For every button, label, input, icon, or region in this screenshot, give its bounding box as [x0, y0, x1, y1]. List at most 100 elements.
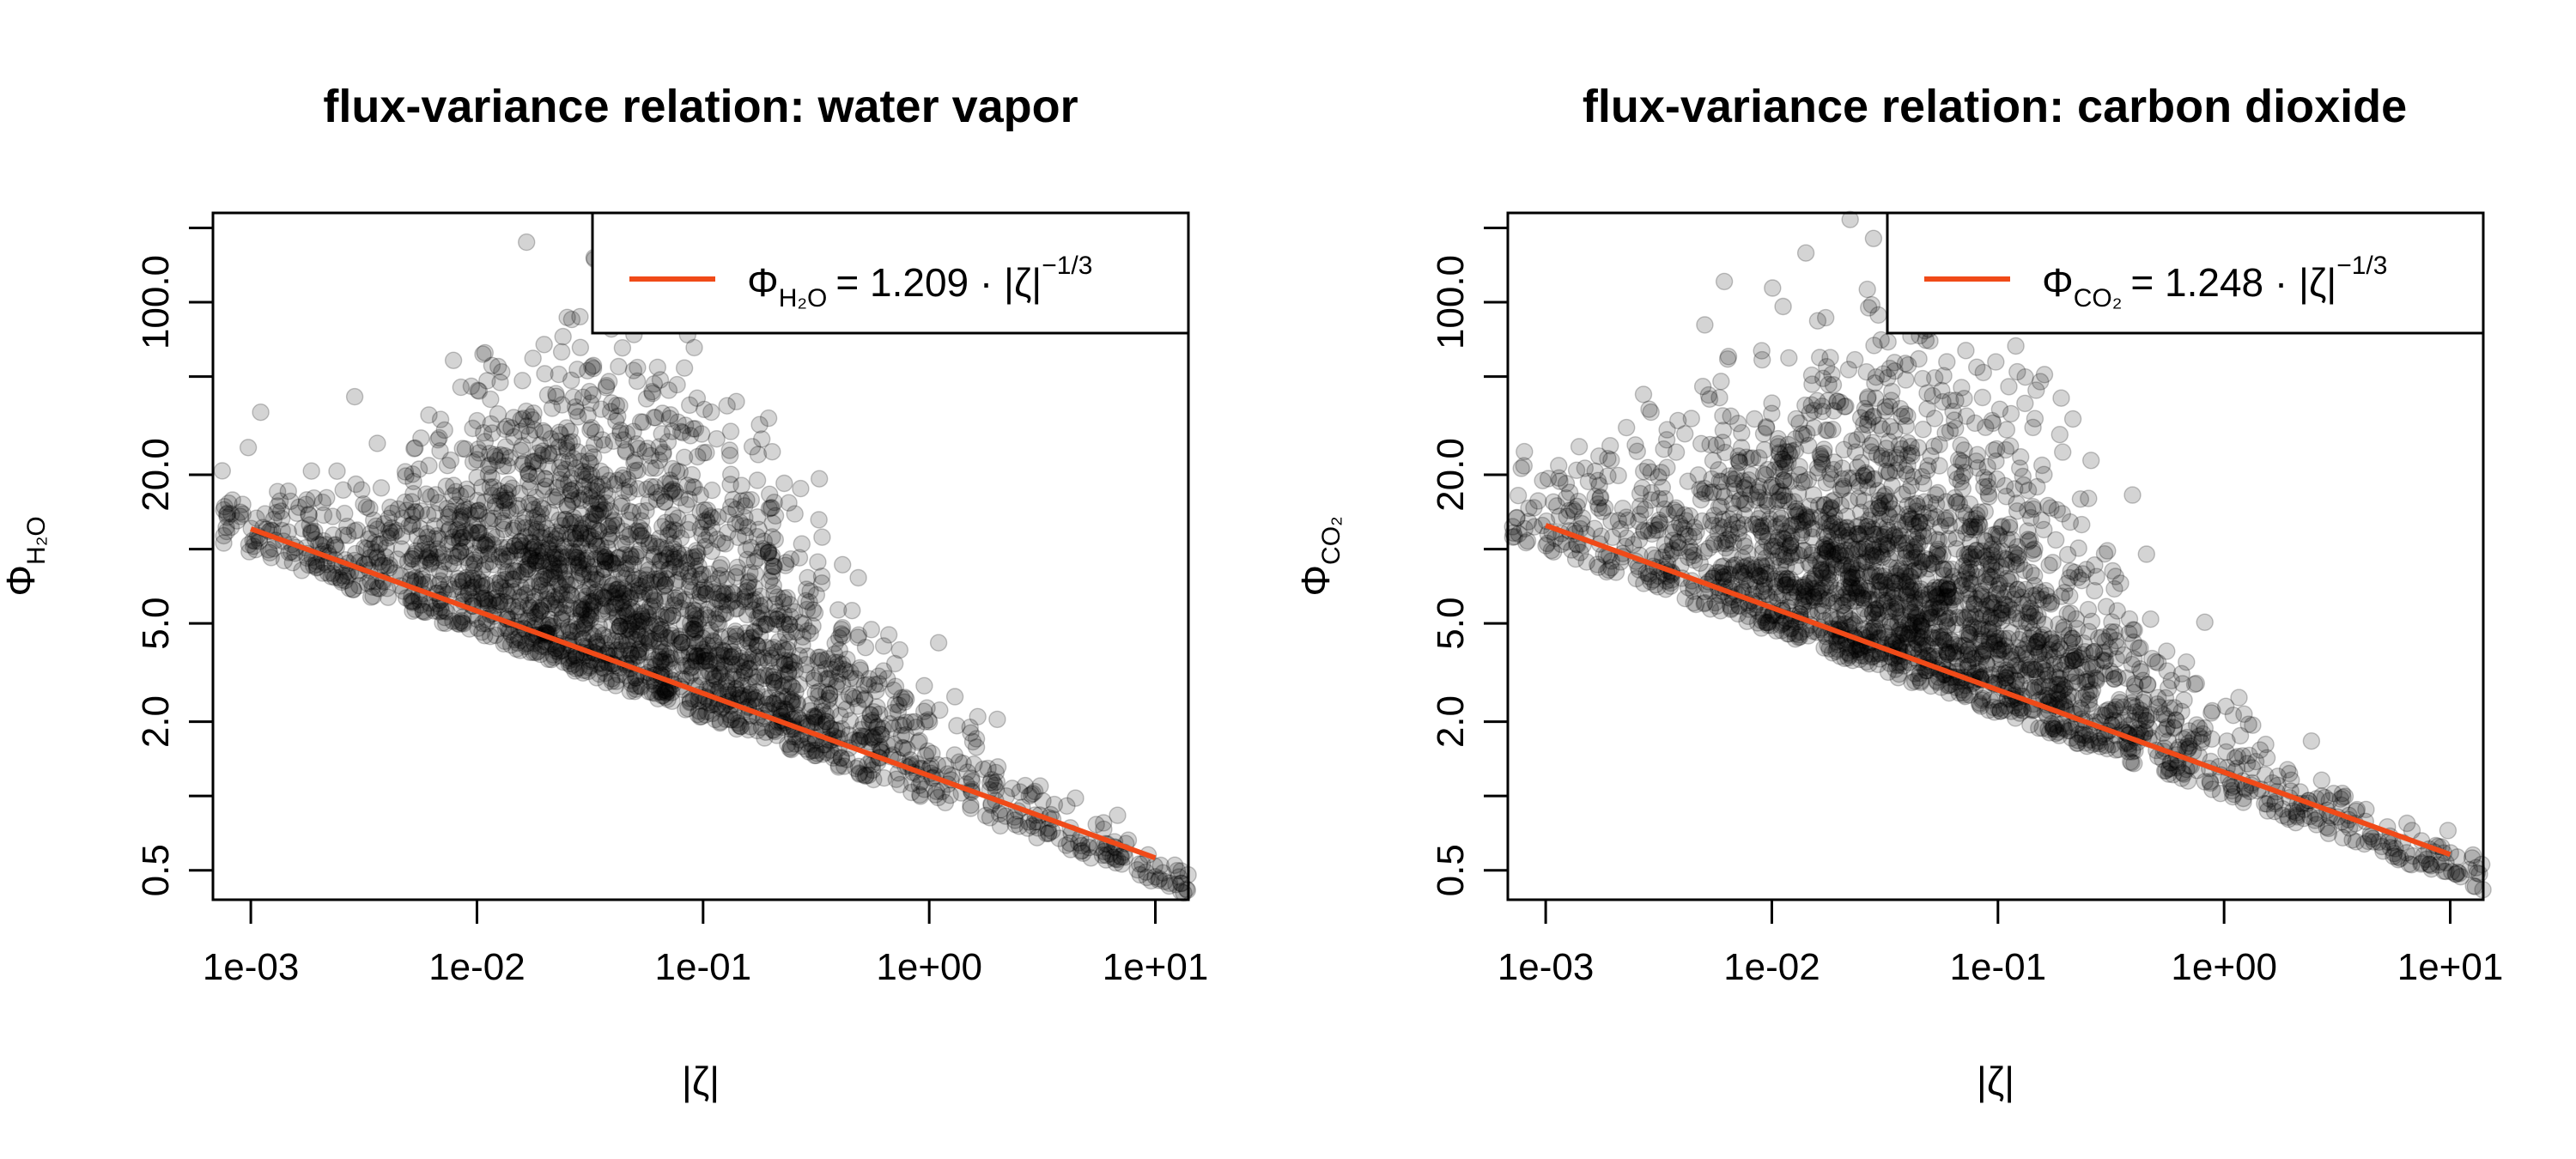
scatter-point — [367, 543, 385, 561]
scatter-point — [677, 554, 696, 572]
scatter-point — [700, 663, 718, 681]
scatter-point — [743, 690, 762, 708]
scatter-point — [933, 782, 951, 801]
scatter-point — [596, 552, 615, 570]
scatter-point — [726, 622, 744, 640]
scatter-point — [361, 588, 380, 606]
scatter-point — [654, 643, 672, 661]
scatter-point — [692, 566, 710, 584]
scatter-point — [562, 623, 580, 641]
scatter-point — [747, 689, 765, 707]
scatter-point — [1989, 641, 2008, 659]
scatter-point — [513, 372, 532, 390]
scatter-point — [426, 517, 444, 535]
scatter-point — [586, 549, 605, 567]
scatter-point — [1897, 371, 1915, 389]
scatter-point — [872, 725, 890, 743]
scatter-point — [526, 587, 544, 606]
scatter-point — [347, 475, 365, 494]
scatter-point — [336, 504, 354, 523]
scatter-point — [893, 738, 912, 757]
scatter-point — [629, 440, 647, 458]
scatter-point — [2147, 652, 2165, 671]
scatter-point — [239, 439, 258, 457]
scatter-point — [1037, 824, 1055, 843]
scatter-point — [2448, 848, 2467, 866]
scatter-point — [759, 409, 778, 428]
scatter-point — [668, 543, 687, 561]
scatter-point — [507, 602, 526, 620]
scatter-point — [486, 494, 504, 513]
scatter-point — [531, 603, 549, 621]
x-tick-label: 1e+00 — [876, 946, 982, 988]
scatter-point — [511, 533, 529, 551]
scatter-point — [733, 658, 751, 677]
scatter-point — [417, 485, 435, 503]
scatter-point — [451, 613, 469, 632]
scatter-point — [958, 763, 977, 781]
scatter-point — [680, 490, 698, 508]
scatter-point — [788, 706, 806, 724]
scatter-point — [1010, 817, 1029, 835]
scatter-point — [820, 685, 839, 704]
scatter-point — [720, 441, 738, 459]
scatter-point — [740, 572, 758, 591]
scatter-point — [472, 478, 491, 496]
scatter-point — [326, 536, 344, 554]
scatter-point — [1670, 514, 1689, 532]
scatter-point — [1753, 342, 1771, 360]
scatter-point — [526, 421, 544, 439]
scatter-point — [526, 634, 544, 652]
scatter-point — [2131, 639, 2149, 657]
scatter-point — [617, 560, 635, 578]
scatter-point — [792, 479, 810, 498]
scatter-point — [525, 404, 543, 422]
scatter-point — [1880, 360, 1899, 378]
scatter-point — [512, 410, 530, 428]
scatter-point — [572, 522, 590, 540]
scatter-point — [782, 740, 800, 759]
scatter-point — [1925, 369, 1944, 387]
scatter-point — [590, 522, 608, 540]
scatter-point — [790, 646, 809, 665]
scatter-point — [613, 635, 631, 653]
scatter-point — [2040, 556, 2058, 574]
scatter-point — [808, 707, 826, 726]
scatter-point — [639, 440, 657, 458]
scatter-point — [731, 513, 750, 531]
scatter-point — [314, 506, 333, 525]
scatter-point — [541, 610, 559, 628]
scatter-point — [834, 627, 852, 645]
scatter-point — [751, 627, 769, 645]
scatter-point — [355, 539, 374, 557]
scatter-point — [1130, 855, 1149, 873]
scatter-point — [1952, 436, 1970, 454]
scatter-point — [605, 432, 623, 450]
scatter-point — [1925, 410, 1944, 428]
scatter-point — [1016, 776, 1035, 795]
scatter-point — [621, 550, 640, 568]
scatter-point — [764, 721, 783, 739]
scatter-point — [718, 570, 736, 589]
scatter-point — [393, 509, 411, 528]
scatter-point — [475, 589, 494, 608]
scatter-point — [580, 382, 598, 401]
scatter-point — [521, 549, 540, 567]
scatter-point — [612, 563, 630, 581]
scatter-point — [429, 575, 448, 593]
scatter-point — [720, 627, 738, 646]
scatter-point — [661, 406, 680, 424]
scatter-point — [812, 567, 831, 586]
scatter-point — [550, 576, 568, 595]
scatter-point — [339, 526, 357, 544]
scatter-point — [340, 580, 359, 598]
scatter-point — [611, 424, 629, 442]
scatter-point — [568, 402, 586, 421]
scatter-point — [553, 604, 572, 622]
scatter-point — [757, 616, 775, 634]
scatter-point — [389, 500, 407, 519]
scatter-point — [682, 614, 700, 633]
scatter-point — [765, 671, 783, 689]
scatter-point — [786, 661, 805, 680]
scatter-point — [696, 647, 714, 665]
